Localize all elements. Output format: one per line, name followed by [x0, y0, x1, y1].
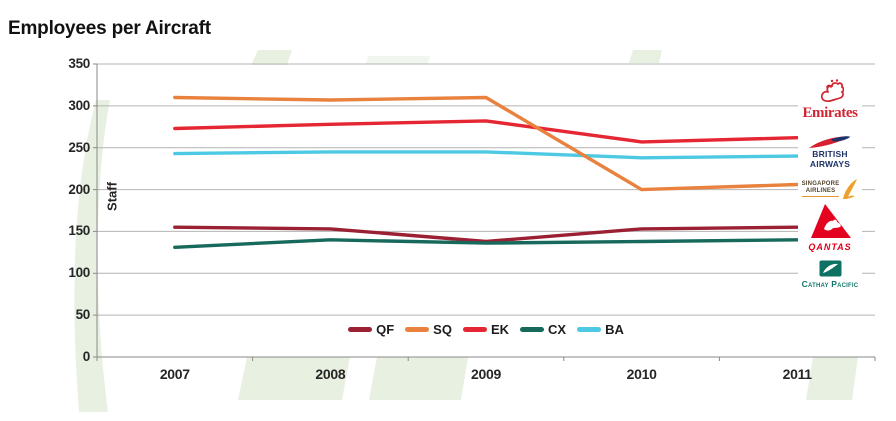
series-line-BA: [173, 150, 799, 160]
legend-label: BA: [605, 322, 624, 337]
x-tick-label: 2007: [159, 366, 190, 382]
cathay-wordmark: Cathay Pacific: [801, 279, 859, 289]
x-tick-label: 2010: [626, 366, 657, 382]
x-tick-label: 2009: [471, 366, 501, 382]
sia-bird-icon: [843, 179, 858, 199]
y-tick-label: 50: [75, 307, 91, 323]
emirates-calligraphy-icon: [820, 79, 844, 103]
series-line-EK: [173, 119, 799, 144]
background-shape: [629, 50, 662, 63]
chart-legend: QF SQ EK CX BA: [97, 322, 875, 337]
y-axis-label: Staff: [104, 182, 120, 211]
sia-wordmark: SINGAPORE AIRLINES: [801, 181, 840, 198]
series-line-CX: [173, 238, 799, 250]
cathay-pacific-logo: Cathay Pacific: [798, 260, 862, 289]
airline-logo-panel: Emirates BRITISH AIRWAYS SINGAPORE AIRLI…: [798, 70, 862, 300]
background-shape: [74, 100, 110, 412]
emirates-wordmark: Emirates: [802, 105, 858, 121]
legend-item-EK: EK: [462, 322, 510, 337]
legend-swatch: [405, 327, 430, 332]
legend-label: QF: [376, 322, 395, 337]
y-tick-label: 100: [68, 265, 90, 281]
legend-swatch: [577, 327, 602, 332]
legend-item-QF: QF: [348, 322, 394, 337]
legend-label: SQ: [433, 322, 452, 337]
background-shape: [366, 56, 430, 64]
y-tick-label: 350: [68, 56, 90, 71]
background-shape: [238, 357, 350, 400]
legend-swatch: [348, 327, 373, 332]
y-tick-label: 150: [68, 223, 90, 239]
x-tick-label: 2011: [782, 366, 812, 382]
background-shape: [251, 50, 292, 65]
emirates-logo: Emirates: [798, 78, 862, 122]
ba-speedmarque-icon: [809, 136, 851, 148]
legend-swatch: [520, 327, 545, 332]
qantas-kangaroo-icon: [811, 204, 851, 238]
singapore-airlines-logo: SINGAPORE AIRLINES: [798, 178, 862, 200]
x-tick-label: 2008: [315, 366, 346, 382]
legend-label: CX: [548, 322, 567, 337]
british-airways-logo: BRITISH AIRWAYS: [798, 134, 862, 170]
qantas-logo: QANTAS: [798, 203, 862, 252]
background-shape: [806, 357, 858, 400]
y-tick-label: 200: [68, 181, 90, 197]
y-tick-label: 0: [82, 349, 91, 364]
page-title: Employees per Aircraft: [8, 17, 211, 39]
series-line-SQ: [173, 95, 799, 192]
legend-label: EK: [490, 322, 510, 337]
ba-wordmark: BRITISH AIRWAYS: [809, 149, 851, 169]
legend-item-BA: BA: [577, 322, 624, 337]
legend-swatch: [462, 327, 487, 332]
y-tick-label: 250: [68, 139, 90, 155]
qantas-wordmark: QANTAS: [808, 242, 852, 252]
cathay-brushwing-icon: [819, 260, 841, 277]
legend-item-SQ: SQ: [405, 322, 452, 337]
legend-item-CX: CX: [520, 322, 566, 337]
background-shape: [369, 357, 468, 400]
y-tick-label: 300: [68, 97, 90, 113]
